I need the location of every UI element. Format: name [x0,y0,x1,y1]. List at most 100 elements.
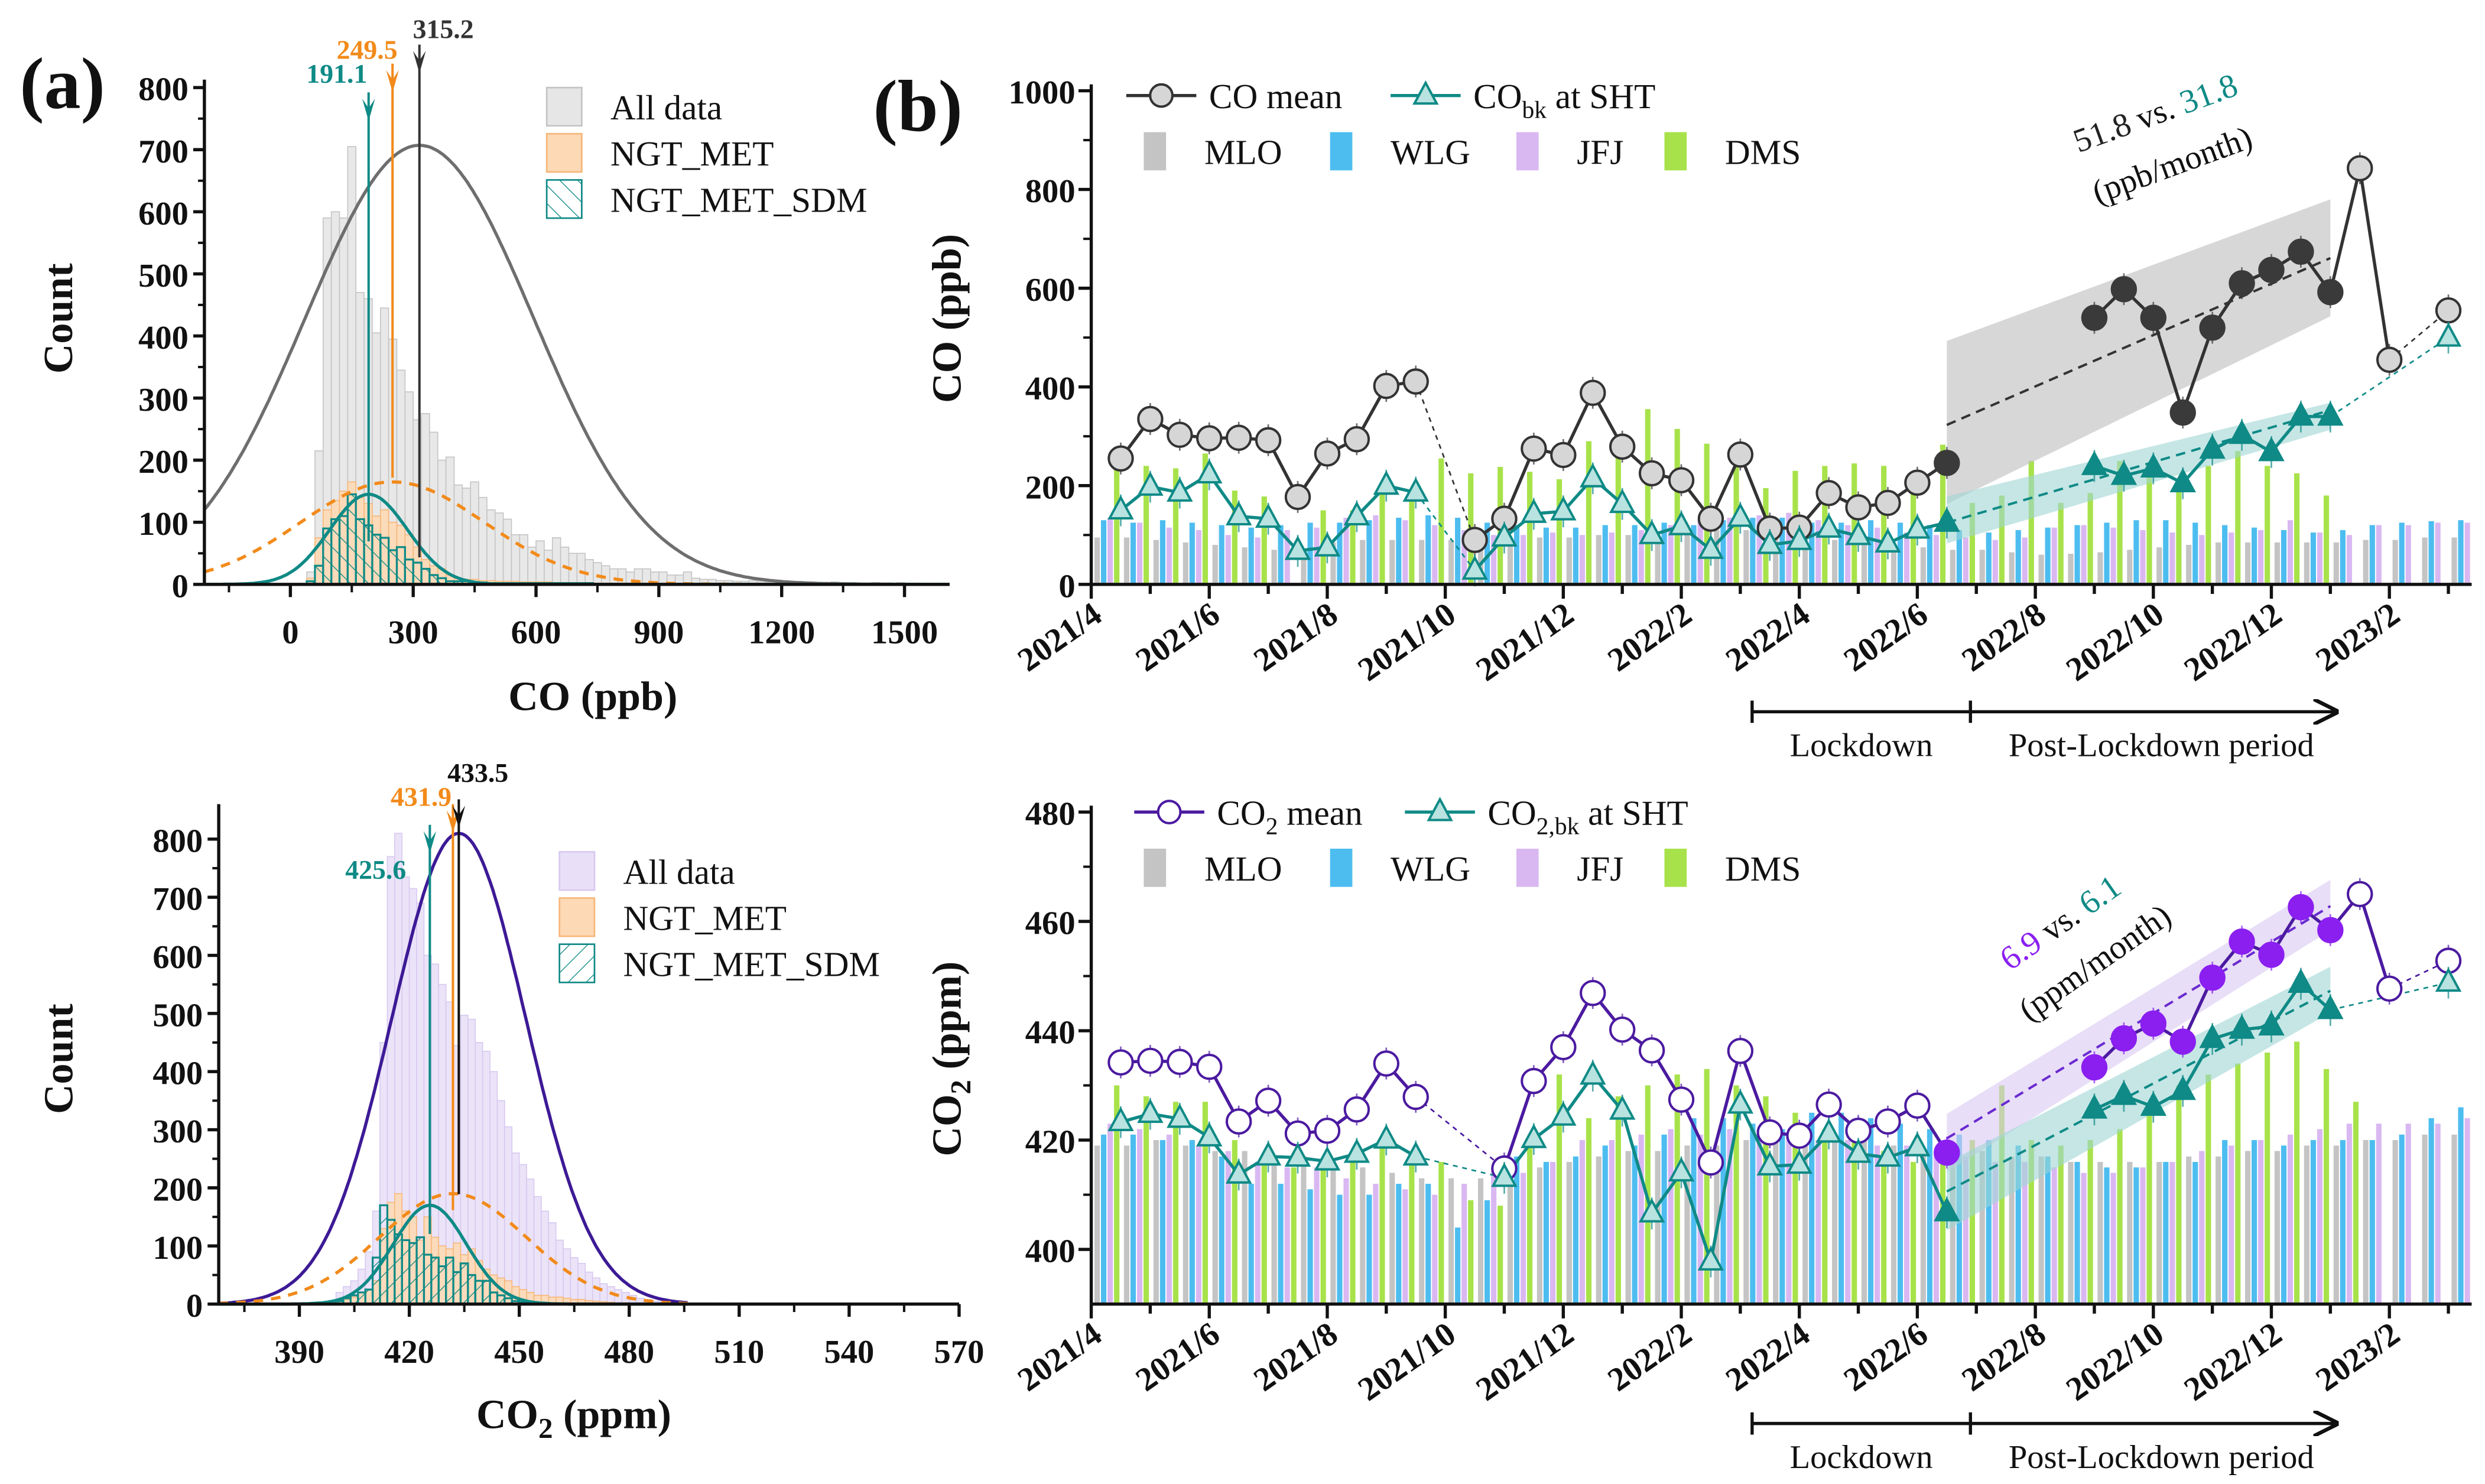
station-bar-mlo [1360,1167,1366,1304]
station-bar-jfj [2287,520,2294,584]
legend-swatch [545,86,583,127]
y-tick-label: 200 [138,444,189,480]
station-bar-wlg [1573,1156,1578,1304]
station-bar-mlo [1389,1173,1395,1304]
data-point-circle [2081,304,2108,331]
station-bar-dms [2294,473,2300,584]
mean-arrow-icon [452,806,466,828]
station-bar-wlg [1750,518,1756,584]
data-point-triangle [1845,1138,1872,1163]
station-bar-dms [2205,1074,2211,1304]
histogram-bar [593,562,602,585]
y-axis-title-rest: (ppm) [925,962,970,1080]
station-bar-mlo [1979,550,1985,584]
station-bar-jfj [1196,1145,1201,1304]
y-tick-label: 400 [1025,1233,1076,1270]
histogram-bar [577,1262,586,1305]
station-bar-jfj [2229,1145,2234,1304]
station-bar-dms [2028,460,2034,584]
data-point-circle [2140,1010,2167,1037]
station-bar-mlo [2304,542,2309,584]
histogram-bar [486,509,496,585]
station-bar-jfj [1136,522,1143,584]
data-point-triangle [2110,1080,2138,1105]
station-bar-wlg [1956,530,1962,584]
station-bar-dms [1674,428,1680,584]
station-bar-jfj [1845,525,1851,584]
station-bar-dms [1556,1074,1563,1304]
station-bar-mlo [2274,1151,2281,1304]
station-bar-dms [2028,1140,2034,1304]
station-bar-wlg [1278,525,1284,584]
data-point-triangle [2229,1014,2255,1039]
station-bar-mlo [2392,1140,2398,1304]
histogram-bar [408,1242,418,1306]
data-point-circle [2229,270,2255,297]
legend-label-sub: 2,bk [1537,813,1580,840]
station-bar-mlo [2363,540,2369,584]
station-bar-dms [1822,1129,1828,1304]
station-bar-mlo [1183,542,1188,584]
station-bar-dms [2146,1112,2152,1304]
station-bar-mlo [1212,1151,1218,1304]
station-bar-dms [1792,1112,1798,1304]
station-bar-mlo [2392,540,2398,584]
y-tick-label: 400 [152,1056,203,1092]
station-bar-mlo [2304,1145,2309,1304]
station-bar-wlg [2281,1145,2287,1304]
histogram-bar [489,1071,498,1305]
station-bar-wlg [1455,1228,1461,1304]
station-bar-mlo [2186,1156,2192,1304]
station-bar-wlg [1278,1184,1284,1304]
data-point-triangle [1815,513,1842,538]
station-bar-jfj [1432,525,1438,584]
histogram-bar [371,534,382,586]
data-point-circle [2110,276,2138,303]
station-bar-jfj [2229,532,2234,584]
station-bar-jfj [2464,1118,2470,1304]
legend-label: NGT_MET_SDM [623,945,880,984]
histogram-bar [338,515,349,586]
station-bar-mlo [1950,550,1955,584]
data-point-circle [2258,941,2285,968]
station-bar-wlg [1867,1118,1874,1304]
y-tick-label: 500 [138,258,189,294]
histogram-bar [511,534,521,585]
station-bar-wlg [2074,1162,2080,1304]
data-point-triangle [2435,322,2462,347]
station-bar-wlg [1661,1134,1667,1304]
trend-line [1946,409,2331,524]
station-bar-wlg [2163,520,2169,584]
histogram-bar [526,1178,535,1305]
mean-label: 433.5 [447,758,508,788]
station-bar-mlo [2068,553,2074,584]
station-bar-wlg [1543,1162,1549,1304]
station-bar-jfj [2317,1129,2323,1304]
station-bar-jfj [2258,1140,2264,1304]
station-bar-dms [2176,485,2182,584]
data-point-triangle [1668,1157,1695,1182]
station-bar-mlo [2363,1140,2369,1304]
x-tick-label: 570 [934,1334,985,1371]
station-bar-dms [1911,1162,1916,1304]
data-point-triangle [1373,1124,1400,1149]
legend-label: All data [623,852,735,891]
data-point-circle [1373,372,1400,400]
histogram-bar [555,1239,564,1305]
series-segment [1915,1146,1948,1213]
series-segment [2181,327,2214,414]
data-point-circle [2169,1028,2196,1055]
lockdown-label: Lockdown [1790,1439,1933,1476]
station-bar-mlo [1566,537,1572,584]
legend-label-rest: mean [1278,794,1362,833]
legend-label-main: CO mean [1209,77,1343,116]
legend-swatch [545,179,583,219]
station-bar-jfj [2081,525,2087,584]
station-bar-mlo [2333,542,2339,584]
station-bar-mlo [1123,537,1130,584]
data-point-triangle [1697,534,1724,559]
station-bar-dms [2353,1102,2359,1304]
data-point-triangle [1934,507,1960,532]
station-bar-wlg [1750,1123,1756,1304]
